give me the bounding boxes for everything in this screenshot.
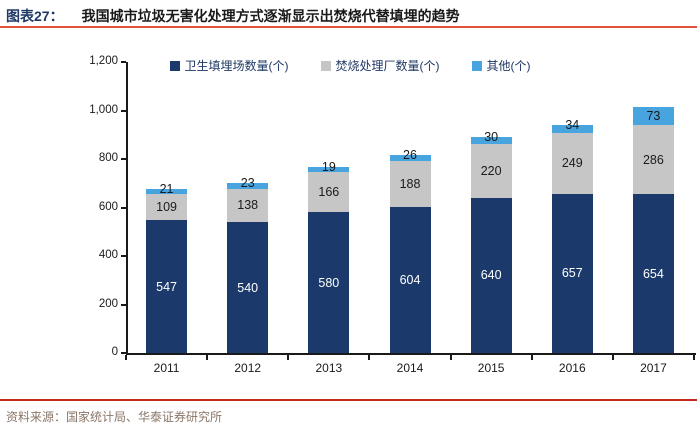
y-axis-line <box>126 62 128 353</box>
bar-segment-other <box>470 137 512 145</box>
bar-value-label: 26 <box>403 147 417 162</box>
legend-label: 卫生填埋场数量(个) <box>184 59 289 73</box>
bar-segment-other <box>308 167 350 173</box>
legend-label: 其他(个) <box>486 59 531 73</box>
x-axis-tick <box>693 355 695 360</box>
figure-title: 我国城市垃圾无害化处理方式逐渐显示出焚烧代替填埋的趋势 <box>81 8 460 24</box>
x-axis-label: 2014 <box>396 361 424 375</box>
x-axis-label: 2017 <box>640 361 667 375</box>
bar-segment-incineration <box>146 193 188 221</box>
bar-value-label: 109 <box>156 200 177 215</box>
bar-value-label: 640 <box>480 268 502 283</box>
bar-segment-other <box>632 107 674 126</box>
bar-value-label: 23 <box>240 176 255 190</box>
legend-swatch-incineration <box>320 60 331 71</box>
figure-number: 图表27： <box>6 8 64 24</box>
bar-value-label: 138 <box>237 198 259 213</box>
legend-item-other: 其他(个) <box>471 57 531 74</box>
x-axis-tick <box>611 355 614 360</box>
bar-value-label: 73 <box>646 109 661 124</box>
x-axis-tick <box>449 355 452 360</box>
bar-segment-landfill <box>389 206 431 353</box>
bar-value-label: 30 <box>484 130 499 145</box>
x-axis-label: 2011 <box>153 361 180 375</box>
bar-segment-incineration <box>227 188 269 223</box>
y-axis-tick <box>121 158 126 160</box>
bar-segment-other <box>389 154 431 161</box>
bar-value-label: 604 <box>399 272 421 287</box>
bar-segment-landfill <box>227 222 269 353</box>
bar-value-label: 21 <box>159 181 174 196</box>
x-axis-tick <box>368 355 371 360</box>
y-axis-tick <box>121 61 126 63</box>
bar-segment-incineration <box>470 144 512 198</box>
bar-value-label: 166 <box>318 185 340 200</box>
y-axis-label: 800 <box>98 152 118 164</box>
bar-segment-other <box>146 188 188 194</box>
x-axis-label: 2012 <box>234 361 262 375</box>
bar-value-label: 540 <box>237 280 259 295</box>
bar-segment-incineration <box>389 160 431 207</box>
x-axis-tick <box>206 355 209 360</box>
bar-value-label: 657 <box>561 266 583 281</box>
bar-value-label: 580 <box>318 275 340 290</box>
figure-header: 图表27： 我国城市垃圾无害化处理方式逐渐显示出焚烧代替填埋的趋势 <box>6 6 696 24</box>
y-axis-label: 1,200 <box>89 55 118 67</box>
bar-value-label: 249 <box>561 156 583 171</box>
x-axis-tick <box>287 355 290 360</box>
bar-segment-incineration <box>632 125 674 195</box>
legend-swatch-other <box>471 60 482 71</box>
y-axis-tick <box>121 206 126 209</box>
y-axis-label: 200 <box>98 297 118 310</box>
y-axis-label: 600 <box>98 200 118 213</box>
bar-value-label: 654 <box>642 266 664 281</box>
y-axis-tick <box>121 109 126 112</box>
x-axis-label: 2016 <box>558 361 586 375</box>
bar-segment-landfill <box>551 193 593 353</box>
header-divider-line <box>0 26 697 28</box>
legend-label: 焚烧处理厂数量(个) <box>335 59 440 73</box>
bar-segment-landfill <box>470 197 512 353</box>
x-axis-label: 2013 <box>315 361 343 375</box>
legend-item-incineration: 焚烧处理厂数量(个) <box>320 57 440 74</box>
x-axis-tick <box>125 355 127 360</box>
bar-value-label: 220 <box>480 164 502 179</box>
bar-segment-landfill <box>308 212 350 353</box>
x-axis-label: 2015 <box>477 361 505 375</box>
y-axis-tick <box>121 352 126 354</box>
footer-divider-line <box>0 399 697 401</box>
y-axis-label: 0 <box>111 346 118 358</box>
y-axis-label: 1,000 <box>89 103 118 116</box>
bar-segment-other <box>551 125 593 134</box>
chart-legend: 卫生填埋场数量(个) 焚烧处理厂数量(个) 其他(个) <box>0 57 700 74</box>
legend-item-landfill: 卫生填埋场数量(个) <box>169 57 289 74</box>
y-axis-tick <box>121 255 126 257</box>
bar-value-label: 286 <box>642 152 664 167</box>
bar-segment-incineration <box>551 133 593 194</box>
bar-segment-other <box>227 183 269 189</box>
y-axis-tick <box>121 303 126 306</box>
x-axis-line <box>126 353 696 355</box>
x-axis-tick <box>530 355 533 360</box>
bar-segment-landfill <box>146 220 188 353</box>
bar-value-label: 19 <box>321 160 336 175</box>
bar-segment-landfill <box>632 194 674 353</box>
y-axis-label: 400 <box>98 249 118 261</box>
bar-value-label: 34 <box>565 118 580 133</box>
source-note: 资料来源：国家统计局、华泰证券研究所 <box>6 410 223 424</box>
bar-value-label: 188 <box>399 176 421 191</box>
bar-value-label: 547 <box>156 279 177 294</box>
bar-segment-incineration <box>308 172 350 213</box>
legend-swatch-landfill <box>169 60 180 71</box>
